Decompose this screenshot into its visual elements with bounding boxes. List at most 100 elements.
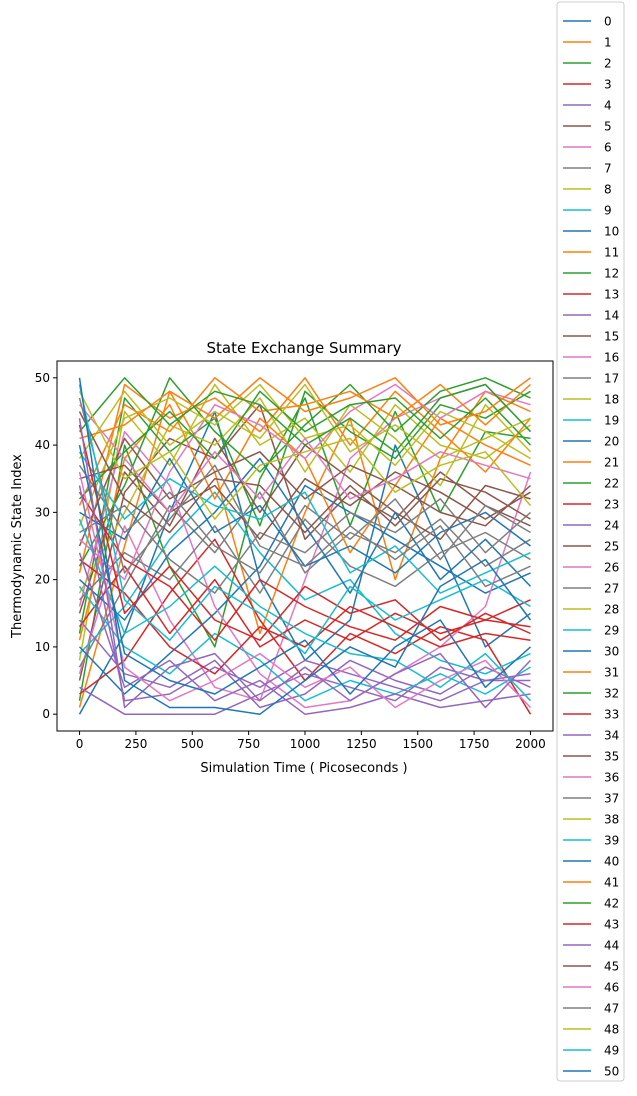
series-line-0 <box>78 410 531 715</box>
series-line-34 <box>78 485 531 702</box>
series-line-35 <box>79 464 531 541</box>
y-tick-label: 0 <box>42 707 50 721</box>
series-line-9 <box>78 491 531 675</box>
x-tick-label: 500 <box>181 737 204 751</box>
x-tick-label: 1250 <box>346 737 377 751</box>
series-line-48 <box>78 390 532 520</box>
legend-label-23: 23 <box>604 498 619 512</box>
x-tick-label: 1750 <box>459 737 490 751</box>
legend-label-41: 41 <box>604 876 619 890</box>
legend-label-42: 42 <box>604 897 619 911</box>
series-line-36 <box>78 471 532 709</box>
series-line-14 <box>78 619 531 709</box>
legend-label-37: 37 <box>604 792 619 806</box>
legend-label-38: 38 <box>604 813 619 827</box>
series-line-33 <box>78 491 531 641</box>
series-line-31 <box>78 377 532 506</box>
x-tick-label: 0 <box>76 737 84 751</box>
series-line-47 <box>78 397 531 588</box>
legend-label-27: 27 <box>604 582 619 596</box>
series-line-26 <box>79 383 531 581</box>
series-line-40 <box>78 444 532 695</box>
x-tick-label: 2000 <box>515 737 546 751</box>
legend-label-43: 43 <box>604 918 619 932</box>
legend-label-8: 8 <box>604 183 612 197</box>
x-axis: 0 250 500 750 1000 1250 1500 1750 2000 <box>76 731 546 751</box>
legend-label-40: 40 <box>604 855 619 869</box>
series-line-49 <box>78 384 531 655</box>
legend-label-26: 26 <box>604 561 619 575</box>
series-line-32 <box>78 390 532 500</box>
legend-label-21: 21 <box>604 456 619 470</box>
series-line-13 <box>78 565 531 648</box>
series-line-16 <box>78 430 532 709</box>
legend-label-28: 28 <box>604 603 619 617</box>
legend-label-4: 4 <box>604 99 612 113</box>
legend-label-10: 10 <box>604 225 619 239</box>
legend-label-25: 25 <box>604 540 619 554</box>
series-line-29 <box>78 518 532 702</box>
legend-label-50: 50 <box>604 1065 619 1079</box>
legend-label-17: 17 <box>604 372 619 386</box>
y-tick-label: 20 <box>35 573 50 587</box>
legend-label-32: 32 <box>604 687 619 701</box>
legend-label-36: 36 <box>604 771 619 785</box>
series-line-42 <box>78 377 532 453</box>
legend-label-48: 48 <box>604 1023 619 1037</box>
series-line-39 <box>78 451 531 594</box>
series-line-2 <box>78 397 531 701</box>
legend-label-35: 35 <box>604 750 619 764</box>
legend-label-9: 9 <box>604 204 612 218</box>
legend-box <box>556 1 625 1082</box>
legend-label-47: 47 <box>604 1002 619 1016</box>
legend-label-22: 22 <box>604 477 619 491</box>
y-axis-label: Thermodynamic State Index <box>10 454 25 639</box>
legend-label-2: 2 <box>604 57 612 71</box>
series-line-7 <box>78 491 531 668</box>
legend-label-3: 3 <box>604 78 612 92</box>
series-line-41 <box>79 377 531 440</box>
x-axis-label: Simulation Time ( Picoseconds ) <box>200 761 407 776</box>
series-line-50 <box>78 377 532 715</box>
series-line-20 <box>78 457 532 621</box>
series-line-18 <box>78 397 532 594</box>
legend-label-12: 12 <box>604 267 619 281</box>
series-line-8 <box>78 383 531 661</box>
legend-label-34: 34 <box>604 729 619 743</box>
y-tick-label: 50 <box>35 371 50 385</box>
legend-label-6: 6 <box>604 141 612 155</box>
y-tick-label: 10 <box>35 640 50 654</box>
series-line-22 <box>78 377 531 567</box>
y-tick-label: 30 <box>35 505 50 519</box>
legend-label-16: 16 <box>604 351 619 365</box>
y-axis: 0 10 20 30 40 50 <box>35 371 57 721</box>
series-line-23 <box>79 558 531 675</box>
series-line-24 <box>78 552 531 715</box>
legend-label-5: 5 <box>604 120 612 134</box>
x-tick-label: 250 <box>124 737 147 751</box>
legend-label-45: 45 <box>604 960 619 974</box>
series-line-46 <box>78 404 531 514</box>
legend-label-13: 13 <box>604 288 619 302</box>
legend-label-1: 1 <box>604 36 612 50</box>
y-tick-label: 40 <box>35 438 50 452</box>
legend-label-30: 30 <box>604 645 619 659</box>
series-line-21 <box>78 377 532 574</box>
series-line-37 <box>78 464 531 574</box>
series-line-43 <box>78 424 531 641</box>
legend-label-18: 18 <box>604 393 619 407</box>
legend-label-11: 11 <box>604 246 619 260</box>
series-line-1 <box>78 390 531 708</box>
legend-label-0: 0 <box>604 15 612 29</box>
legend: 0123456789101112131415161718192021222324… <box>556 1 625 1082</box>
series-line-27 <box>79 498 531 594</box>
legend-label-39: 39 <box>604 834 619 848</box>
chart-title: State Exchange Summary <box>206 339 401 357</box>
legend-label-33: 33 <box>604 708 619 722</box>
legend-label-24: 24 <box>604 519 619 533</box>
legend-label-29: 29 <box>604 624 619 638</box>
x-tick-label: 1500 <box>402 737 433 751</box>
legend-label-14: 14 <box>604 309 619 323</box>
series-line-38 <box>78 383 531 460</box>
